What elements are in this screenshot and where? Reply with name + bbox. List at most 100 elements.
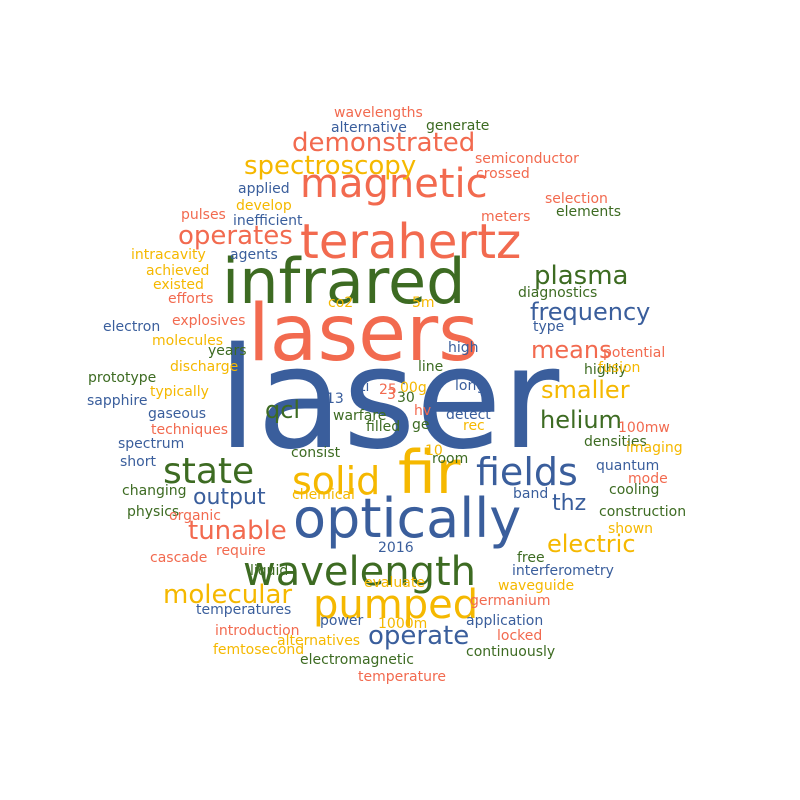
word-hv: hv — [414, 403, 431, 419]
word-locked: locked — [497, 628, 542, 644]
word-application: application — [466, 613, 543, 629]
word-means: means — [531, 336, 612, 364]
word-years: years — [208, 343, 247, 359]
word-introduction: introduction — [215, 623, 300, 639]
word-infrared: infrared — [222, 245, 465, 318]
word-crossed: crossed — [476, 166, 530, 182]
word-organic: organic — [169, 508, 221, 524]
word-room: room — [432, 451, 468, 467]
word-output: output — [193, 485, 266, 510]
word-pumped: pumped — [313, 582, 478, 628]
word-frequency: frequency — [530, 298, 650, 326]
word-elements: elements — [556, 204, 621, 220]
word-require: require — [216, 543, 266, 559]
word-plasma: plasma — [534, 261, 628, 291]
word-explosives: explosives — [172, 313, 245, 329]
word-wavelengths: wavelengths — [334, 105, 423, 121]
word-potential: potential — [603, 345, 665, 361]
word-liquid: liquid — [250, 563, 288, 579]
word-detect: detect — [446, 407, 491, 423]
word-long: long — [455, 378, 485, 394]
word-sapphire: sapphire — [87, 393, 147, 409]
word-optically: optically — [293, 487, 521, 550]
word-10: 10 — [425, 443, 443, 459]
word-00g: 00g — [400, 380, 427, 396]
word-germanium: germanium — [470, 593, 551, 609]
word-temperatures: temperatures — [196, 602, 291, 618]
word-thz: thz — [552, 491, 586, 516]
word-intracavity: intracavity — [131, 247, 206, 263]
word-interferometry: interferometry — [512, 563, 614, 579]
word-type: type — [533, 319, 564, 335]
word-shown: shown — [608, 521, 653, 537]
word-highly: highly — [584, 362, 627, 378]
word-cooling: cooling — [609, 482, 659, 498]
word-prototype: prototype — [88, 370, 156, 386]
word-operate: operate — [368, 621, 469, 651]
word-tunable: tunable — [188, 516, 287, 546]
word-mode: mode — [628, 471, 668, 487]
word-fusion: fusion — [598, 360, 640, 376]
word-alternatives: alternatives — [277, 633, 360, 649]
word-25: 25 — [379, 382, 397, 398]
word-molecules: molecules — [152, 333, 223, 349]
word-operates: operates — [178, 221, 293, 251]
word-2016: 2016 — [378, 540, 414, 556]
word-high: high — [448, 340, 479, 356]
word-13: 13 — [326, 391, 344, 407]
word-chemical: chemical — [292, 487, 355, 503]
word-electric: electric — [547, 530, 636, 558]
word-solid: solid — [292, 459, 380, 503]
word-rec: rec — [463, 418, 485, 434]
word-meters: meters — [481, 209, 530, 225]
word-filled: filled — [366, 419, 400, 435]
word-terahertz: terahertz — [300, 214, 521, 270]
word-1000m: 1000m — [378, 616, 427, 632]
word-smaller: smaller — [541, 376, 630, 404]
word-co2: co2 — [328, 295, 353, 311]
word-typically: typically — [150, 384, 209, 400]
word-selection: selection — [545, 191, 608, 207]
word-existed: existed — [153, 277, 204, 293]
word-qcl: qcl — [265, 396, 300, 424]
word-waveguide: waveguide — [498, 578, 574, 594]
word-electromagnetic: electromagnetic — [300, 652, 414, 668]
word-gaseous: gaseous — [148, 406, 206, 422]
word-band: band — [513, 486, 548, 502]
word-pulses: pulses — [181, 207, 226, 223]
word-applied: applied — [238, 181, 290, 197]
word-physics: physics — [127, 504, 179, 520]
word-imaging: imaging — [626, 440, 683, 456]
word-free: free — [517, 550, 545, 566]
word-state: state — [163, 451, 254, 492]
word-quantum: quantum — [596, 458, 659, 474]
word-diagnostics: diagnostics — [518, 285, 597, 301]
word-femtosecond: femtosecond — [213, 642, 304, 658]
word-100mw: 100mw — [618, 420, 670, 436]
word-cascade: cascade — [150, 550, 207, 566]
word-spectrum: spectrum — [118, 436, 184, 452]
word-30: 30 — [397, 390, 415, 406]
word-molecular: molecular — [163, 580, 292, 610]
word-lasers: lasers — [248, 289, 479, 379]
word-semiconductor: semiconductor — [475, 151, 579, 167]
word-efforts: efforts — [168, 291, 213, 307]
word-5m: 5m — [412, 295, 435, 311]
word-magnetic: magnetic — [300, 161, 488, 207]
word-develop: develop — [236, 198, 292, 214]
word-temperature: temperature — [358, 669, 446, 685]
word-evaluate: evaluate — [364, 575, 425, 591]
word-ti: ti — [360, 379, 369, 395]
word-generate: generate — [426, 118, 489, 134]
word-helium: helium — [540, 406, 622, 434]
word-line: line — [418, 359, 443, 375]
word-wavelength: wavelength — [243, 549, 476, 595]
word-consist: consist — [291, 445, 341, 461]
word-agents: agents — [230, 247, 278, 263]
word-inefficient: inefficient — [233, 213, 303, 229]
word-discharge: discharge — [170, 359, 238, 375]
word-laser: laser — [218, 318, 560, 481]
word-changing: changing — [122, 483, 187, 499]
